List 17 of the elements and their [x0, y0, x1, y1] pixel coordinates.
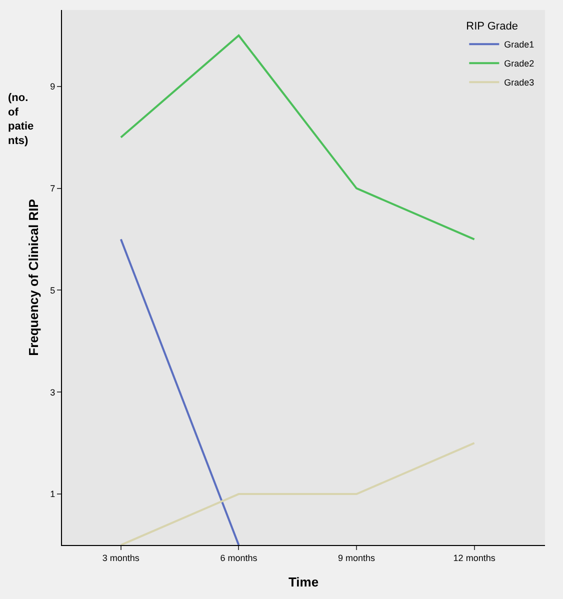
line-series: [120, 34, 476, 240]
x-tick-label: 12 months: [453, 552, 496, 563]
y-tick-label: 9: [50, 82, 56, 92]
y-tick-label: 3: [50, 387, 56, 398]
x-tick-label: 9 months: [338, 552, 376, 563]
y-axis-title: Frequency of Clinical RIP: [26, 198, 42, 356]
y-tick-label: 7: [50, 183, 56, 194]
x-axis-title: Time: [288, 574, 319, 590]
y-tick-label: 1: [50, 489, 56, 500]
legend-title: RIP Grade: [466, 20, 518, 33]
legend-label: Grade1: [504, 40, 534, 50]
x-tick-label: 6 months: [220, 552, 258, 563]
x-tick-label: 3 months: [102, 552, 140, 563]
y-tick-label: 5: [50, 285, 56, 296]
legend-label: Grade2: [504, 58, 534, 69]
text: (no. of patie nts): [8, 92, 34, 147]
legend-label: Grade3: [504, 78, 534, 88]
